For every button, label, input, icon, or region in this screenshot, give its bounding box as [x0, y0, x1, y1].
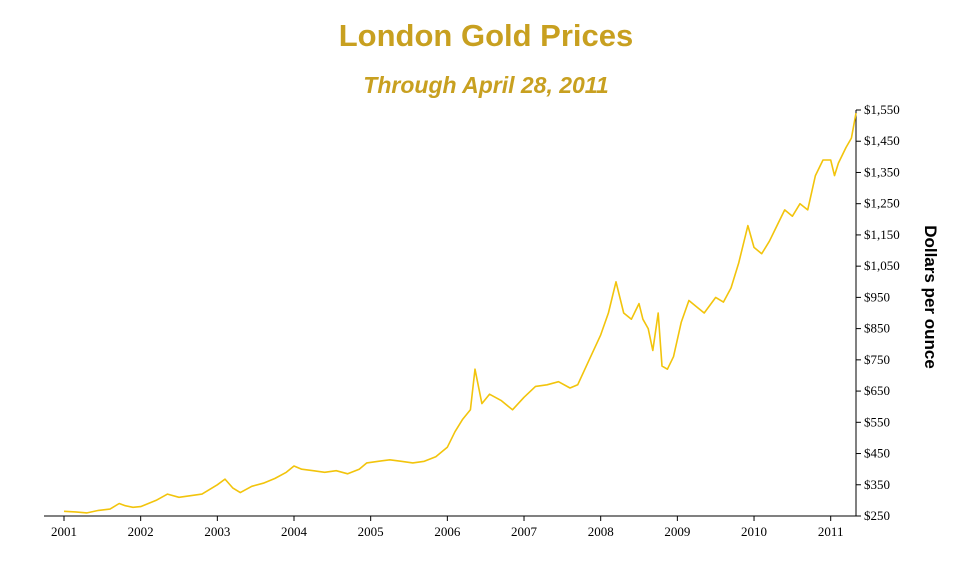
- y-tick-label: $1,250: [864, 196, 900, 211]
- x-tick-label: 2009: [664, 524, 690, 539]
- y-tick-label: $850: [864, 321, 890, 336]
- y-tick-label: $1,550: [864, 102, 900, 117]
- y-tick-label: $250: [864, 508, 890, 523]
- y-tick-label: $550: [864, 414, 890, 429]
- chart-subtitle: Through April 28, 2011: [363, 72, 609, 98]
- y-tick-label: $350: [864, 477, 890, 492]
- series-layer: [63, 112, 857, 514]
- x-tick-label: 2001: [51, 524, 77, 539]
- y-tick-label: $1,050: [864, 258, 900, 273]
- y-axis: $250 $350 $450 $550 $650 $750 $850 $950 $1,050 $1…: [855, 102, 900, 523]
- x-tick-label: 2008: [588, 524, 614, 539]
- y-tick-label: $950: [864, 289, 890, 304]
- y-tick-label: $450: [864, 446, 890, 461]
- gold-price-line: [63, 112, 857, 514]
- x-tick-label: 2007: [511, 524, 538, 539]
- x-tick-label: 2003: [204, 524, 230, 539]
- y-tick-label: $1,150: [864, 227, 900, 242]
- y-tick-label: $750: [864, 352, 890, 367]
- x-axis: 2001 2002 2003 2004 2005 2006 2007 2008 2009 2010…: [44, 515, 856, 539]
- x-tick-label: 2005: [358, 524, 384, 539]
- y-tick-label: $1,350: [864, 164, 900, 179]
- x-tick-label: 2004: [281, 524, 308, 539]
- x-tick-label: 2010: [741, 524, 767, 539]
- x-tick-label: 2002: [128, 524, 154, 539]
- x-tick-label: 2006: [434, 524, 461, 539]
- y-axis-label: Dollars per ounce: [921, 225, 940, 369]
- y-tick-label: $1,450: [864, 133, 900, 148]
- y-tick-label: $650: [864, 383, 890, 398]
- x-tick-label: 2011: [818, 524, 844, 539]
- chart-title: London Gold Prices: [338, 18, 634, 53]
